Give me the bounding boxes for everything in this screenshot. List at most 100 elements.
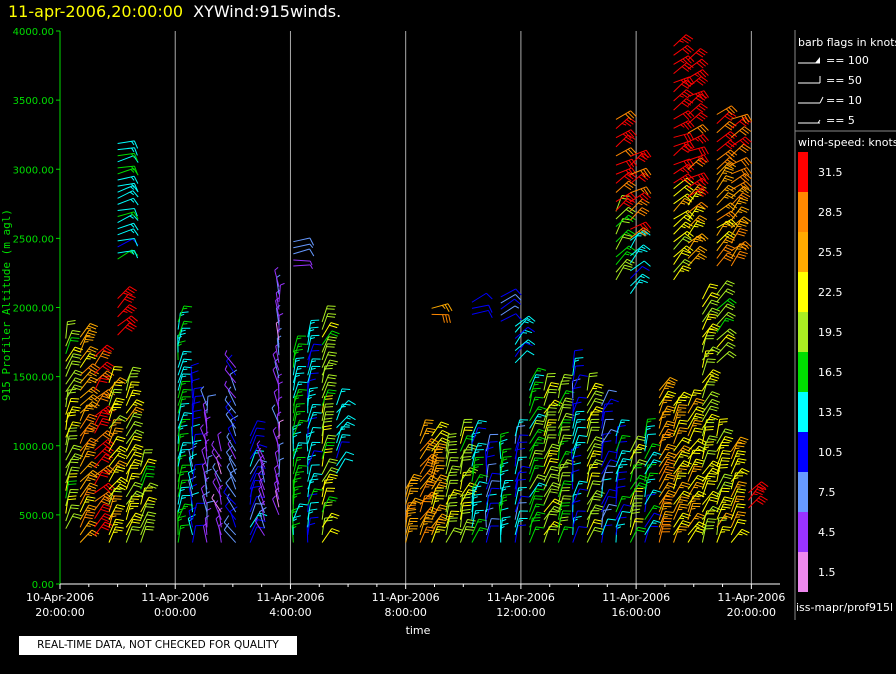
barb-flag — [256, 440, 261, 445]
barb-flag — [133, 389, 142, 392]
barb-flag — [407, 504, 416, 507]
barb-flag — [737, 503, 746, 506]
wind-barb — [224, 365, 237, 384]
barb-flag — [531, 390, 537, 393]
barb-shaft — [570, 449, 574, 467]
barb-flag — [462, 508, 471, 511]
wind-barb — [224, 350, 237, 368]
wind-barb — [65, 384, 83, 400]
wind-barb — [673, 158, 695, 169]
wind-barb — [292, 343, 307, 361]
wind-barb — [117, 182, 139, 192]
barb-flag — [131, 528, 140, 531]
scale-label: 31.5 — [818, 166, 843, 179]
barb-flag — [195, 433, 204, 435]
barb-flag — [559, 519, 569, 522]
wind-barb — [572, 349, 583, 368]
barb-shaft — [275, 307, 280, 325]
barb-shaft — [485, 449, 487, 467]
wind-barb — [108, 460, 128, 475]
barb-flag — [575, 364, 584, 367]
wind-barb — [716, 298, 737, 310]
wind-barb — [716, 311, 736, 326]
barb-flag — [119, 377, 128, 382]
barb-flag — [524, 321, 529, 324]
barb-flag — [707, 316, 717, 319]
wind-barb — [117, 249, 139, 259]
barb-flag — [479, 527, 489, 531]
barb-flag — [573, 454, 582, 458]
wind-barb — [658, 428, 677, 444]
barb-flag — [622, 434, 631, 438]
barb-flag — [626, 247, 631, 251]
barb-flag — [610, 398, 619, 403]
wind-barb — [125, 421, 144, 437]
barb-flag — [665, 461, 675, 465]
barb-flag — [683, 160, 689, 169]
barb-shaft — [274, 361, 280, 379]
barb-flag — [734, 500, 740, 503]
barb-flag — [725, 246, 733, 251]
barb-shaft — [274, 452, 280, 470]
barb-flag — [680, 202, 686, 205]
barb-flag — [699, 253, 707, 258]
barb-flag — [307, 522, 316, 527]
wind-barb — [471, 493, 483, 513]
wind-barb — [307, 387, 318, 406]
barb-flag — [440, 432, 449, 437]
barb-shaft — [215, 518, 222, 536]
wind-barb — [701, 435, 718, 452]
barb-flag — [478, 442, 487, 445]
barb-flag — [676, 477, 682, 480]
barb-flag — [324, 417, 333, 420]
wind-barb — [321, 411, 335, 429]
barb-flag — [104, 521, 113, 526]
wind-barb — [514, 329, 533, 345]
barb-flag — [182, 307, 188, 310]
barb-flag — [699, 235, 707, 242]
barb-flag — [680, 59, 685, 64]
scale-label: 28.5 — [818, 206, 843, 219]
barb-flag — [744, 136, 752, 143]
wind-barb — [529, 449, 544, 467]
barb-shaft — [601, 465, 608, 482]
barb-flag — [745, 180, 752, 188]
wind-barb — [140, 449, 153, 467]
barb-shaft — [615, 426, 619, 444]
barb-flag — [111, 515, 117, 518]
barb-flag — [331, 330, 340, 335]
wind-barb — [321, 351, 337, 368]
barb-flag — [516, 447, 526, 451]
barb-flag — [663, 501, 672, 504]
barb-flag — [697, 136, 704, 144]
barb-flag — [695, 116, 704, 122]
wind-barb — [673, 173, 695, 184]
barb-flag — [574, 349, 583, 352]
barb-flag — [324, 478, 334, 481]
barb-flag — [103, 494, 111, 501]
barb-flag — [694, 427, 703, 430]
barb-flag — [709, 302, 718, 306]
barb-flag — [134, 147, 138, 156]
barb-flag — [72, 406, 81, 409]
wind-barb — [615, 434, 631, 452]
barb-flag — [181, 375, 187, 378]
wind-barb — [65, 397, 80, 415]
barb-flag — [439, 481, 448, 485]
wind-barb — [140, 503, 155, 520]
barb-flag — [211, 493, 215, 499]
barb-flag — [682, 238, 691, 243]
wind-barb — [615, 245, 636, 258]
wind-barb — [431, 303, 453, 312]
barb-flag — [536, 503, 545, 506]
wind-barb — [601, 389, 617, 406]
wind-barb — [108, 445, 128, 460]
barb-shaft — [644, 495, 648, 513]
barb-shaft — [601, 450, 610, 467]
barb-flag — [554, 498, 563, 503]
barb-flag — [698, 78, 706, 84]
barb-flag — [710, 325, 719, 330]
wind-barb — [227, 439, 237, 460]
barb-flag — [133, 454, 142, 458]
barb-flag — [116, 450, 121, 453]
